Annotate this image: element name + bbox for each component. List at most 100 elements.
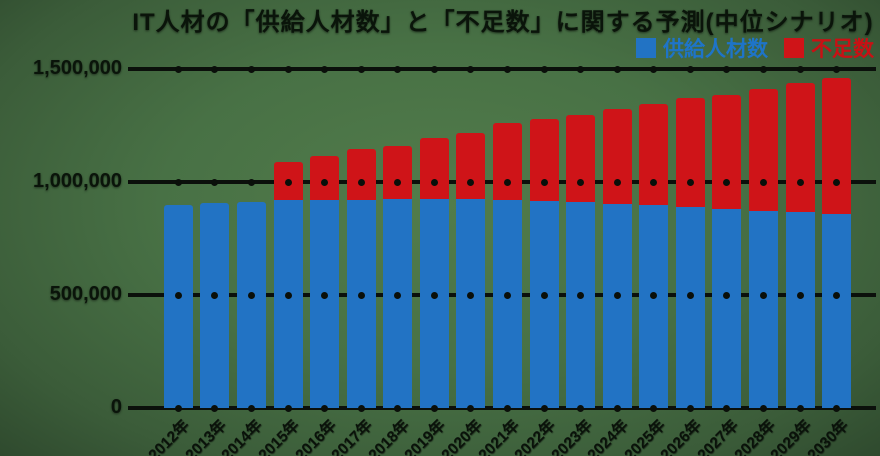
grid-dot-icon [467, 65, 475, 73]
bar [310, 155, 340, 408]
bar-supply-segment [310, 199, 340, 408]
bar-supply-segment [236, 201, 266, 408]
grid-dot-icon [577, 65, 585, 73]
grid-dot-icon [723, 178, 731, 186]
bar [273, 161, 303, 408]
bar-supply-segment [163, 204, 193, 408]
grid-dot-icon [284, 178, 292, 186]
bar-shortage-segment [712, 94, 742, 209]
grid-dot-icon [467, 178, 475, 186]
bar [675, 98, 705, 408]
grid-dot-icon [284, 291, 292, 299]
bar [712, 94, 742, 408]
bar-shortage-segment [529, 119, 559, 201]
bar-supply-segment [639, 205, 669, 408]
grid-dot-icon [357, 65, 365, 73]
grid-dot-icon [321, 291, 329, 299]
grid-dot-icon [430, 65, 438, 73]
bar-supply-segment [456, 199, 486, 408]
grid-dot-icon [613, 65, 621, 73]
grid-dot-icon [247, 65, 255, 73]
grid-dot-icon [760, 291, 768, 299]
bar-shortage-segment [602, 108, 632, 204]
bar [566, 114, 596, 408]
grid-dot-icon [760, 178, 768, 186]
legend-item-shortage: 不足数 [784, 33, 874, 63]
bar-supply-segment [566, 202, 596, 408]
grid-dot-icon [796, 65, 804, 73]
bar-supply-segment [749, 210, 779, 408]
bar [419, 138, 449, 408]
grid-dot-icon [723, 65, 731, 73]
grid-dot-icon [430, 404, 438, 412]
grid-dot-icon [650, 291, 658, 299]
grid-dot-icon [211, 291, 219, 299]
grid-dot-icon [321, 178, 329, 186]
bar [822, 78, 852, 408]
grid-dot-icon [540, 178, 548, 186]
bar-shortage-segment [456, 133, 486, 200]
grid-dot-icon [247, 404, 255, 412]
grid-dot-icon [174, 404, 182, 412]
grid-dot-icon [247, 291, 255, 299]
legend-swatch-supply-icon [636, 38, 656, 58]
legend-swatch-shortage-icon [784, 38, 804, 58]
bar-supply-segment [493, 200, 522, 408]
y-tick-label: 1,500,000 [33, 57, 122, 79]
grid-dot-icon [174, 178, 182, 186]
bar [383, 146, 413, 408]
bar-supply-segment [712, 208, 742, 408]
grid-dot-icon [540, 291, 548, 299]
legend-label-shortage: 不足数 [811, 38, 874, 61]
grid-dot-icon [723, 291, 731, 299]
bar-shortage-segment [493, 123, 522, 201]
grid-dot-icon [577, 291, 585, 299]
grid-dot-icon [540, 404, 548, 412]
grid-dot-icon [686, 291, 694, 299]
bar [785, 83, 815, 408]
bar-supply-segment [602, 203, 632, 408]
bar-shortage-segment [749, 88, 779, 211]
gridline [128, 67, 876, 71]
bar [346, 149, 376, 408]
legend-item-supply: 供給人材数 [636, 33, 768, 63]
bar-shortage-segment [419, 138, 449, 200]
bar-shortage-segment [822, 78, 852, 215]
bar [200, 203, 230, 408]
grid-dot-icon [504, 65, 511, 73]
grid-dot-icon [394, 291, 402, 299]
grid-dot-icon [760, 65, 768, 73]
grid-dot-icon [686, 178, 694, 186]
legend-label-supply: 供給人材数 [663, 38, 768, 61]
grid-dot-icon [613, 291, 621, 299]
bar-shortage-segment [310, 155, 340, 200]
bar-supply-segment [200, 203, 230, 408]
grid-dot-icon [430, 291, 438, 299]
bar-shortage-segment [639, 103, 669, 206]
grid-dot-icon [613, 404, 621, 412]
grid-dot-icon [613, 178, 621, 186]
grid-dot-icon [357, 291, 365, 299]
legend: 供給人材数 不足数 [636, 33, 874, 63]
grid-dot-icon [650, 404, 658, 412]
bar-shortage-segment [675, 98, 705, 208]
grid-dot-icon [577, 404, 585, 412]
grid-dot-icon [833, 65, 841, 73]
grid-dot-icon [833, 178, 841, 186]
bar [163, 204, 193, 408]
chart-title: IT人材の「供給人材数」と「不足数」に関する予測(中位シナリオ) [132, 9, 874, 36]
grid-dot-icon [796, 178, 804, 186]
bar-shortage-segment [346, 149, 376, 200]
grid-dot-icon [686, 65, 694, 73]
grid-dot-icon [174, 291, 182, 299]
grid-dot-icon [211, 404, 219, 412]
y-tick-label: 1,000,000 [33, 170, 122, 192]
bar [639, 103, 669, 408]
grid-dot-icon [174, 65, 182, 73]
bar-supply-segment [822, 214, 852, 408]
grid-dot-icon [686, 404, 694, 412]
bar [236, 201, 266, 408]
bar [749, 88, 779, 408]
grid-dot-icon [430, 178, 438, 186]
